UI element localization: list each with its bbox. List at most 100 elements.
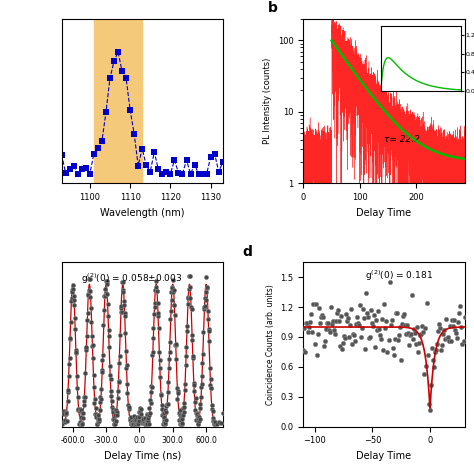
Point: [145, 413, 152, 420]
Point: [168, 284, 176, 292]
Point: [407, 330, 415, 337]
Point: [115, 359, 123, 367]
Point: [365, 313, 372, 320]
Point: [201, 294, 209, 302]
Point: [456, 302, 464, 310]
Point: [215, 418, 222, 425]
Point: [300, 346, 307, 354]
Point: [192, 410, 200, 417]
Point: [187, 283, 194, 291]
Point: [378, 335, 385, 343]
Point: [454, 335, 461, 342]
Point: [149, 352, 156, 359]
Point: [72, 349, 80, 357]
Point: [380, 346, 387, 354]
Point: [201, 302, 209, 310]
Point: [137, 405, 145, 412]
Point: [168, 283, 175, 291]
Point: [119, 279, 127, 286]
Point: [125, 405, 133, 412]
Point: [64, 386, 72, 394]
X-axis label: Delay Time: Delay Time: [356, 451, 411, 461]
Point: [82, 345, 90, 352]
Point: [196, 415, 204, 423]
Point: [164, 378, 172, 386]
Point: [208, 384, 215, 392]
Point: [144, 417, 151, 424]
Point: [81, 394, 89, 401]
Point: [125, 403, 133, 410]
Point: [113, 406, 120, 414]
Point: [161, 420, 169, 428]
Point: [458, 323, 465, 331]
Point: [426, 406, 434, 414]
Point: [66, 355, 73, 362]
Point: [172, 341, 180, 348]
Point: [76, 418, 84, 426]
Point: [72, 346, 80, 354]
Point: [95, 417, 102, 424]
Point: [176, 411, 184, 419]
Point: [448, 316, 456, 324]
Point: [136, 408, 143, 416]
Text: g$^{(2)}$(0) = 0.058±0.003: g$^{(2)}$(0) = 0.058±0.003: [81, 272, 182, 286]
Point: [96, 406, 104, 414]
Point: [70, 293, 78, 301]
Point: [382, 324, 389, 332]
Point: [171, 311, 179, 319]
Point: [65, 360, 73, 367]
Point: [184, 294, 192, 301]
Point: [164, 401, 171, 408]
Point: [168, 296, 175, 303]
Point: [68, 294, 75, 302]
Point: [304, 319, 311, 327]
Point: [118, 278, 126, 286]
Point: [157, 390, 164, 398]
Point: [75, 420, 83, 428]
Point: [103, 277, 110, 284]
Point: [103, 280, 110, 288]
Point: [340, 332, 348, 340]
Point: [341, 334, 349, 342]
Point: [397, 356, 404, 364]
Point: [97, 394, 104, 401]
Text: g$^{(2)}$(0) = 0.181: g$^{(2)}$(0) = 0.181: [365, 268, 433, 283]
Point: [354, 319, 362, 327]
Point: [317, 313, 324, 321]
Point: [211, 418, 219, 425]
Point: [301, 348, 309, 356]
Point: [60, 407, 67, 415]
Point: [158, 401, 165, 409]
Point: [205, 327, 212, 335]
Point: [453, 329, 460, 337]
Point: [67, 298, 75, 305]
Point: [342, 310, 350, 318]
Point: [119, 289, 127, 296]
Point: [461, 313, 468, 320]
Point: [364, 310, 371, 317]
Point: [379, 315, 386, 323]
Point: [165, 365, 173, 372]
Point: [184, 293, 192, 301]
Point: [327, 303, 335, 310]
Point: [112, 420, 119, 428]
Point: [66, 334, 74, 341]
Point: [161, 406, 169, 414]
Point: [436, 320, 443, 328]
Point: [94, 411, 102, 419]
Point: [86, 287, 93, 294]
Point: [191, 382, 198, 389]
Point: [131, 420, 139, 428]
Point: [86, 275, 94, 283]
Point: [92, 413, 100, 420]
Point: [166, 338, 173, 346]
Point: [425, 400, 433, 408]
Point: [368, 319, 376, 327]
Point: [359, 305, 367, 313]
Point: [113, 411, 121, 419]
Point: [204, 307, 211, 314]
Point: [348, 340, 356, 348]
Point: [126, 414, 133, 422]
Point: [386, 278, 393, 285]
Point: [77, 420, 85, 428]
